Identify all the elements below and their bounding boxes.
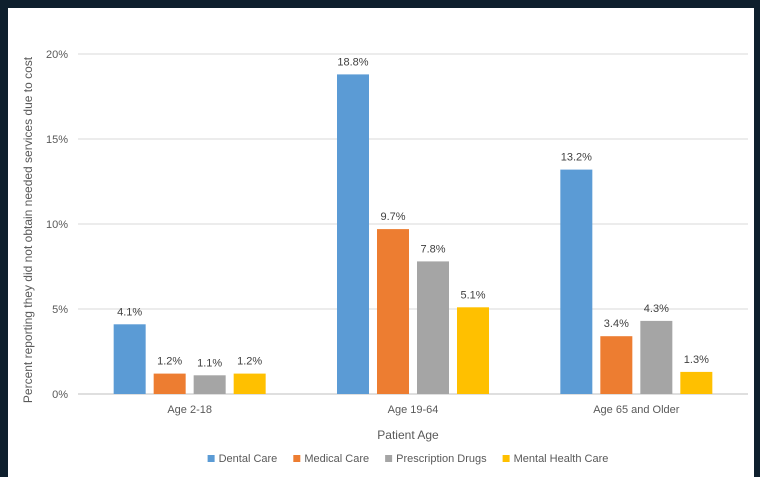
x-tick-label: Age 65 and Older bbox=[593, 404, 680, 416]
bar-medical-care bbox=[377, 229, 409, 394]
legend-item: Prescription Drugs bbox=[385, 453, 487, 465]
y-tick-label: 15% bbox=[46, 134, 68, 146]
bar-dental-care bbox=[560, 169, 593, 394]
data-label: 1.2% bbox=[157, 356, 182, 368]
bar-medical-care bbox=[153, 373, 186, 394]
bar-dental-care bbox=[113, 324, 146, 394]
bar-prescription-drugs bbox=[193, 375, 226, 394]
legend-label: Mental Health Care bbox=[514, 453, 609, 465]
y-tick-label: 10% bbox=[46, 219, 68, 231]
data-label: 13.2% bbox=[561, 152, 592, 164]
x-axis-ticks: Age 2-18 Age 19-64 Age 65 and Older bbox=[167, 404, 679, 416]
x-tick-label: Age 19-64 bbox=[388, 404, 439, 416]
bar-chart: 0% 5% 10% 15% 20% 4.1% 1.2% 1.1% 1.2% 18.8% 9.7% 7… bbox=[21, 49, 748, 465]
legend-swatch bbox=[502, 455, 510, 462]
bar-prescription-drugs bbox=[640, 320, 673, 394]
bars bbox=[113, 74, 713, 395]
y-axis-ticks: 0% 5% 10% 15% 20% bbox=[46, 49, 68, 401]
data-label: 4.3% bbox=[644, 303, 669, 315]
legend: Dental Care Medical Care Prescription Drug… bbox=[207, 453, 609, 465]
bar-mental-health-care bbox=[680, 371, 713, 394]
data-label: 7.8% bbox=[420, 243, 445, 255]
data-label: 1.1% bbox=[197, 357, 222, 369]
gridlines bbox=[78, 53, 748, 395]
legend-item: Mental Health Care bbox=[502, 453, 609, 465]
legend-label: Dental Care bbox=[219, 453, 278, 465]
y-axis-title: Percent reporting they did not obtain ne… bbox=[21, 56, 35, 403]
bar-mental-health-care bbox=[457, 307, 489, 394]
y-tick-label: 20% bbox=[46, 49, 68, 61]
x-axis-title: Patient Age bbox=[377, 428, 439, 442]
legend-item: Dental Care bbox=[207, 453, 278, 465]
data-label: 18.8% bbox=[337, 56, 368, 68]
data-labels: 4.1% 1.2% 1.1% 1.2% 18.8% 9.7% 7.8% 5.1% 13.2% 3.… bbox=[117, 56, 709, 369]
data-label: 4.1% bbox=[117, 306, 142, 318]
legend-item: Medical Care bbox=[293, 453, 369, 465]
legend-swatch bbox=[293, 455, 301, 462]
data-label: 1.2% bbox=[237, 356, 262, 368]
bar-dental-care bbox=[337, 74, 369, 395]
data-label: 9.7% bbox=[380, 211, 405, 223]
legend-label: Medical Care bbox=[304, 453, 369, 465]
legend-swatch bbox=[385, 455, 393, 462]
bar-prescription-drugs bbox=[417, 261, 449, 394]
data-label: 3.4% bbox=[604, 318, 629, 330]
legend-swatch bbox=[207, 455, 215, 462]
data-label: 1.3% bbox=[684, 354, 709, 366]
bar-medical-care bbox=[600, 336, 633, 394]
chart-frame: 0% 5% 10% 15% 20% 4.1% 1.2% 1.1% 1.2% 18.8% 9.7% 7… bbox=[8, 8, 754, 477]
x-tick-label: Age 2-18 bbox=[167, 404, 212, 416]
data-label: 5.1% bbox=[460, 289, 485, 301]
y-tick-label: 5% bbox=[52, 304, 68, 316]
legend-label: Prescription Drugs bbox=[396, 453, 487, 465]
y-tick-label: 0% bbox=[52, 389, 68, 401]
bar-mental-health-care bbox=[233, 373, 266, 394]
